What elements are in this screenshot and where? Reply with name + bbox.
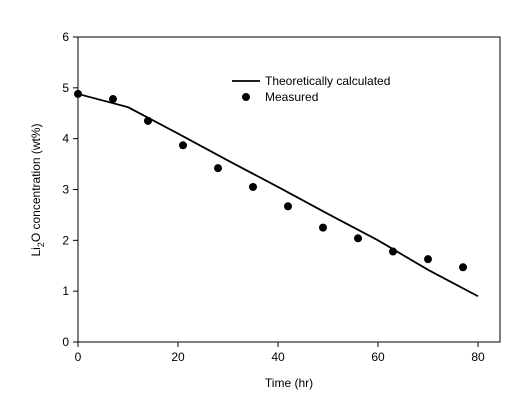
data-point xyxy=(179,141,187,150)
legend-label: Theoretically calculated xyxy=(265,74,390,88)
data-point xyxy=(249,182,257,191)
data-point xyxy=(424,255,432,264)
data-point xyxy=(354,234,362,243)
data-point xyxy=(284,202,292,211)
y-tick-label: 4 xyxy=(62,132,69,146)
legend-swatch xyxy=(242,93,250,101)
x-tick-label: 40 xyxy=(271,350,285,364)
data-point xyxy=(389,247,397,256)
x-tick-label: 0 xyxy=(75,350,82,364)
data-point xyxy=(74,89,82,98)
y-tick-label: 2 xyxy=(62,233,69,247)
data-point xyxy=(214,164,222,173)
y-label-sub: 2 xyxy=(36,242,46,247)
data-point xyxy=(319,223,327,232)
x-axis-label: Time (hr) xyxy=(265,376,313,390)
data-point xyxy=(144,116,152,125)
series-line xyxy=(77,93,479,298)
x-tick-label: 20 xyxy=(171,350,185,364)
y-axis-label: Li2O concentration (wt%) xyxy=(29,123,46,256)
y-tick-label: 3 xyxy=(62,183,69,197)
y-label-part: Li xyxy=(29,247,43,256)
y-tick-label: 1 xyxy=(62,284,69,298)
y-tick-label: 5 xyxy=(62,81,69,95)
data-point xyxy=(459,263,467,272)
x-tick-label: 60 xyxy=(371,350,385,364)
y-label-part: O concentration (wt%) xyxy=(29,123,43,242)
y-tick-label: 6 xyxy=(62,30,69,44)
y-tick-label: 0 xyxy=(62,335,69,349)
x-tick-label: 80 xyxy=(471,350,485,364)
data-point xyxy=(109,95,117,104)
legend-label: Measured xyxy=(265,90,318,104)
